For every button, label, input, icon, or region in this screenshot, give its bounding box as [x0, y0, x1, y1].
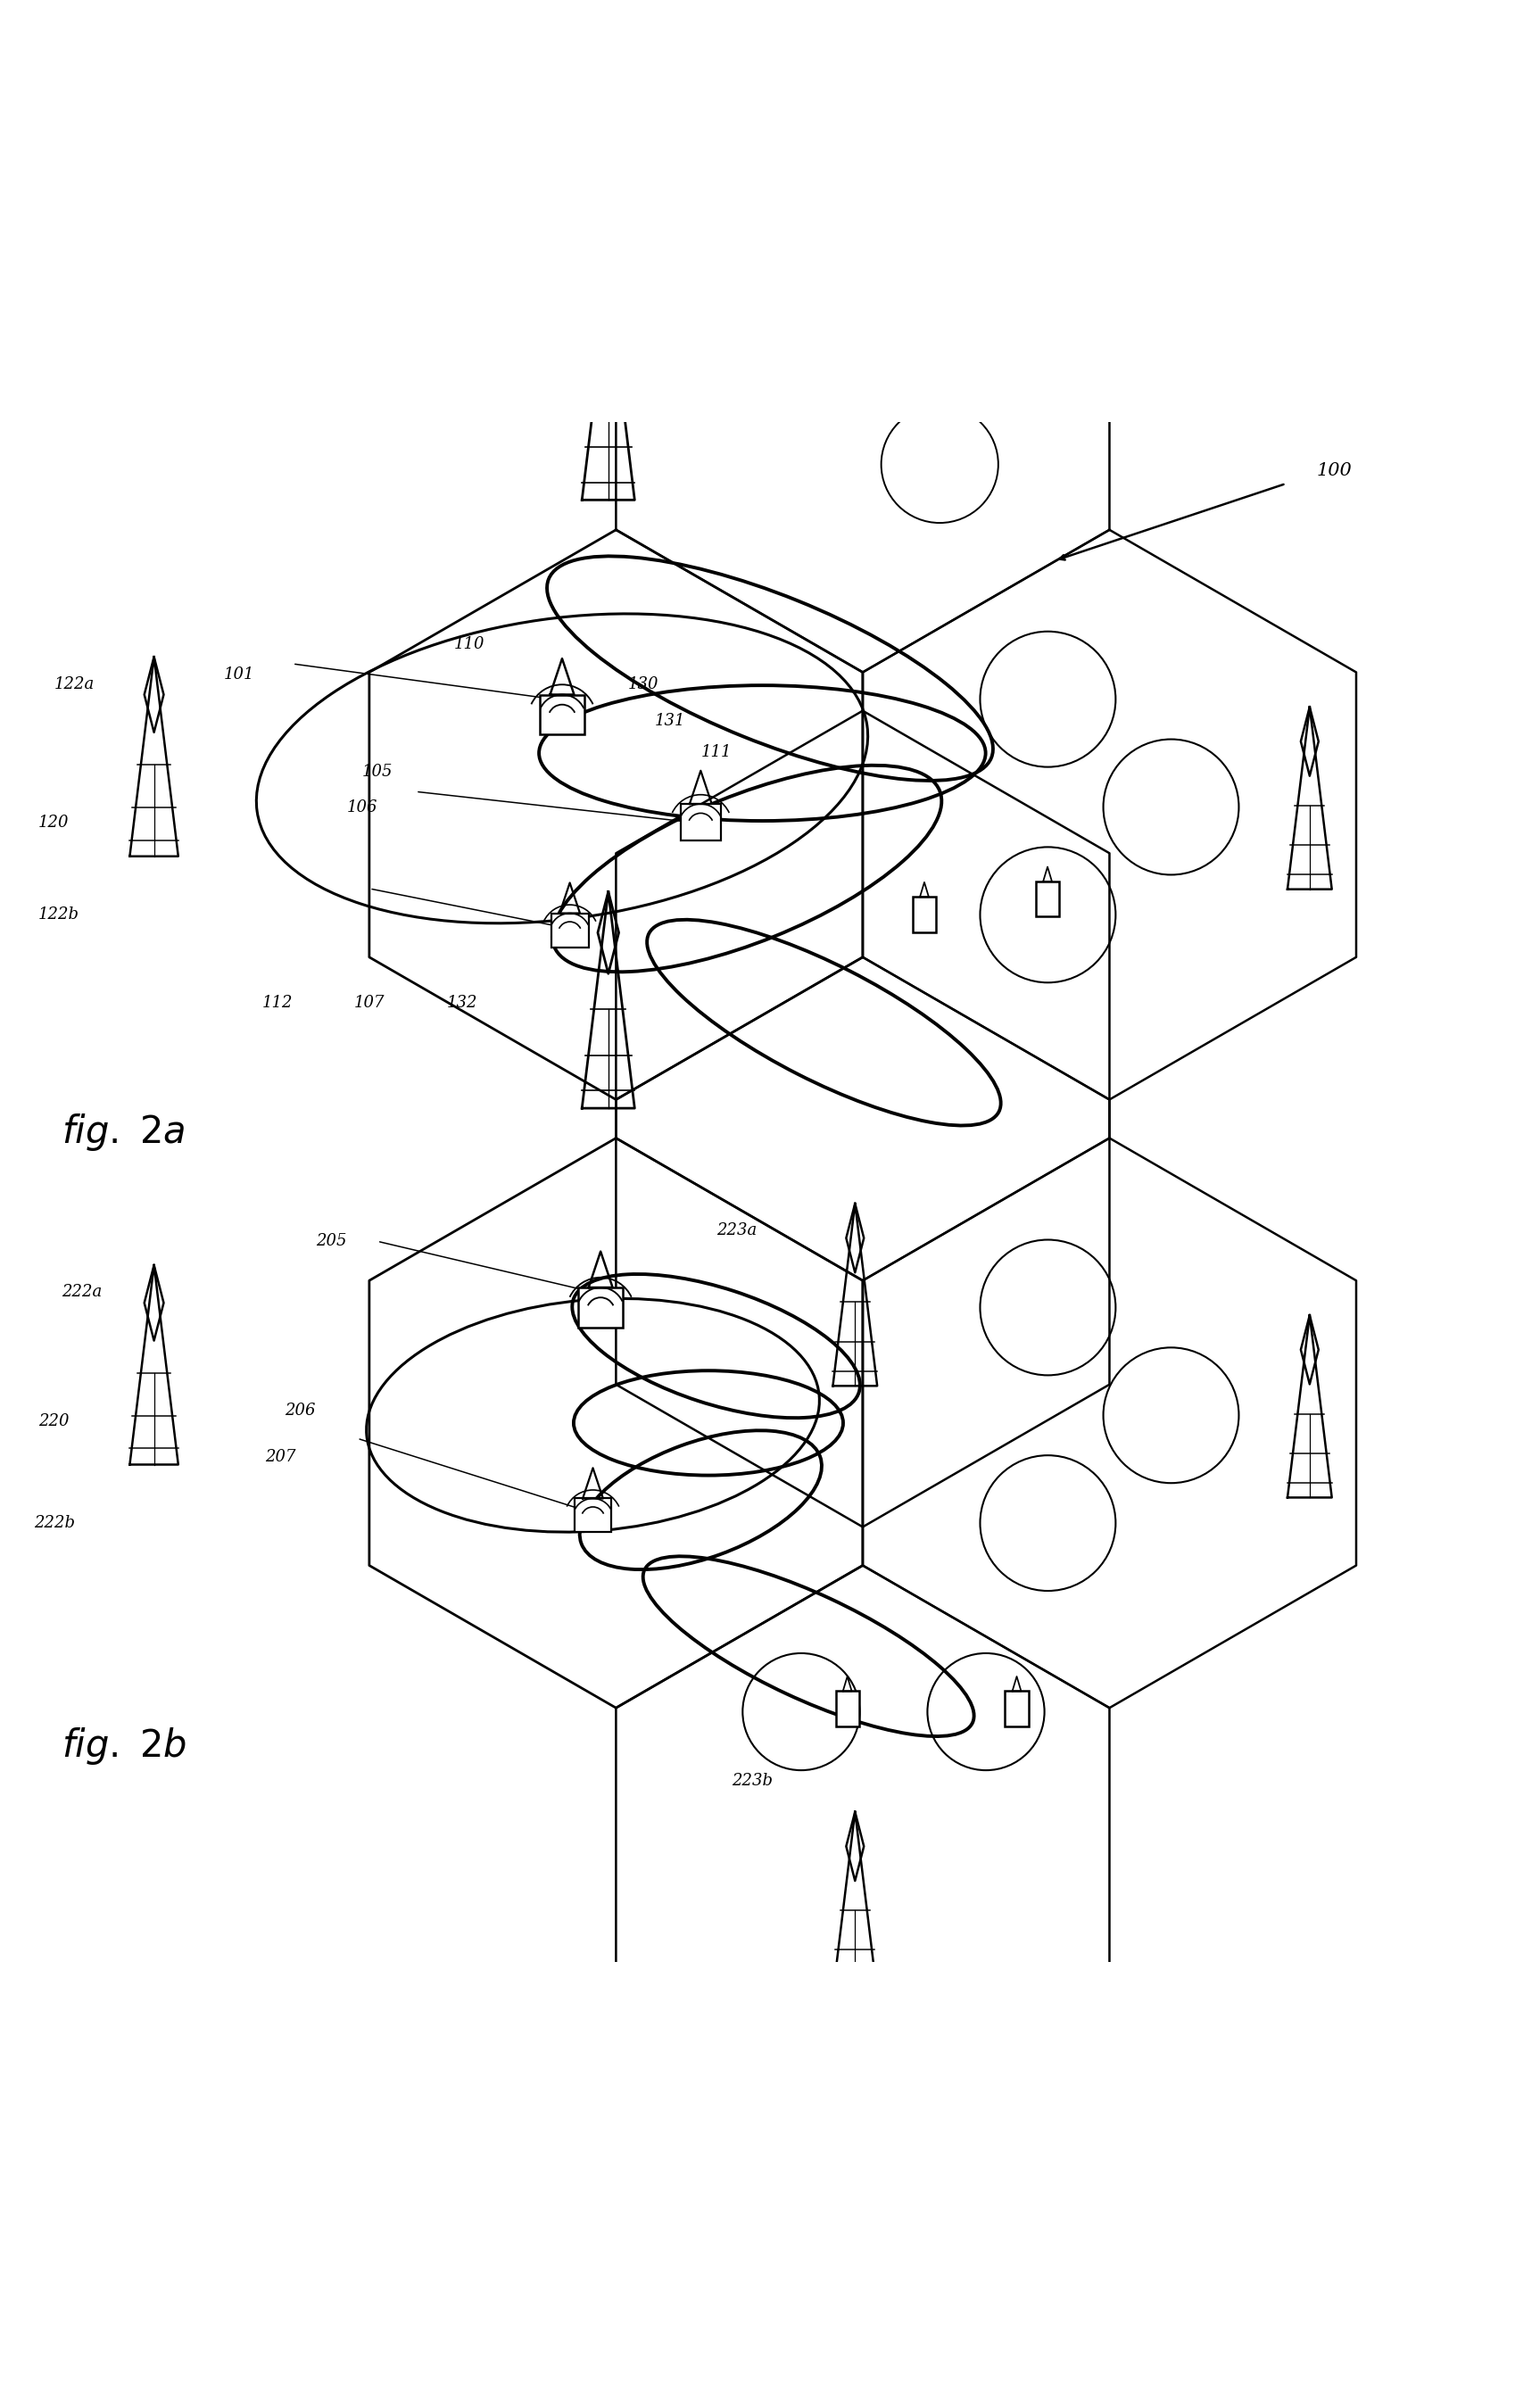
Bar — [681, 803, 721, 842]
Text: 220: 220 — [39, 1414, 69, 1430]
Bar — [1006, 1690, 1029, 1726]
Text: 122b: 122b — [39, 906, 80, 923]
Text: 122a: 122a — [54, 677, 94, 691]
Text: 205: 205 — [316, 1233, 347, 1249]
Bar — [836, 1690, 859, 1726]
Bar — [913, 896, 936, 932]
Bar — [551, 913, 588, 946]
Text: 132: 132 — [447, 994, 477, 1011]
Text: 223b: 223b — [732, 1771, 773, 1788]
Text: 101: 101 — [223, 668, 254, 682]
Text: 112: 112 — [262, 994, 293, 1011]
Text: 222b: 222b — [34, 1516, 75, 1531]
Text: 107: 107 — [354, 994, 385, 1011]
Text: 100: 100 — [1317, 462, 1352, 479]
Text: 130: 130 — [628, 677, 659, 691]
Bar — [579, 1287, 622, 1328]
Bar — [1036, 882, 1060, 915]
Text: 206: 206 — [285, 1402, 316, 1418]
Text: 120: 120 — [39, 815, 69, 830]
Bar — [574, 1500, 611, 1533]
Text: 106: 106 — [347, 799, 377, 815]
Text: $\mathit{fig.}\ 2a$: $\mathit{fig.}\ 2a$ — [62, 1111, 185, 1151]
Text: 110: 110 — [454, 637, 485, 651]
Text: 131: 131 — [654, 713, 685, 730]
Text: 105: 105 — [362, 763, 393, 780]
Text: 207: 207 — [265, 1449, 296, 1466]
Bar — [541, 694, 584, 734]
Text: 111: 111 — [701, 744, 732, 760]
Text: 222a: 222a — [62, 1285, 102, 1299]
Text: $\mathit{fig.}\ 2b$: $\mathit{fig.}\ 2b$ — [62, 1726, 186, 1767]
Text: 223a: 223a — [716, 1223, 756, 1240]
